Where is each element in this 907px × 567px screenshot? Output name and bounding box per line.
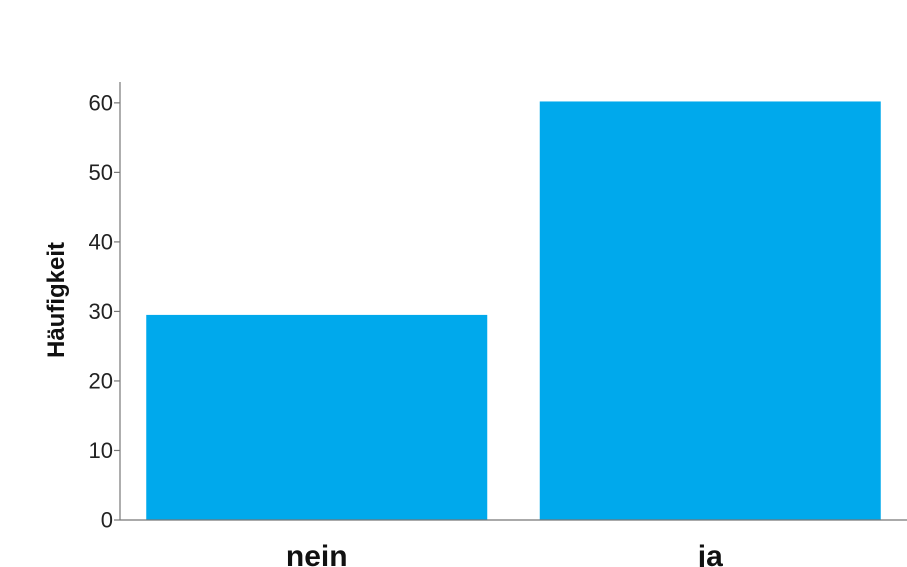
y-axis-title: Häufigkeit bbox=[43, 242, 70, 358]
bars-group bbox=[146, 101, 881, 520]
y-tick-label: 20 bbox=[89, 368, 113, 393]
y-tick-label: 30 bbox=[89, 299, 113, 324]
x-category-label: ja bbox=[697, 540, 723, 567]
bar-ja bbox=[539, 101, 881, 520]
y-tick-label: 0 bbox=[101, 508, 113, 533]
y-tick-label: 10 bbox=[89, 438, 113, 463]
x-axis-labels: nein ja bbox=[286, 540, 723, 567]
x-category-label: nein bbox=[286, 540, 348, 567]
y-tick-label: 50 bbox=[89, 160, 113, 185]
y-axis-ticks: 0 10 20 30 40 50 60 bbox=[89, 90, 120, 533]
y-tick-label: 60 bbox=[89, 90, 113, 115]
bar-nein bbox=[146, 314, 488, 520]
y-tick-label: 40 bbox=[89, 229, 113, 254]
